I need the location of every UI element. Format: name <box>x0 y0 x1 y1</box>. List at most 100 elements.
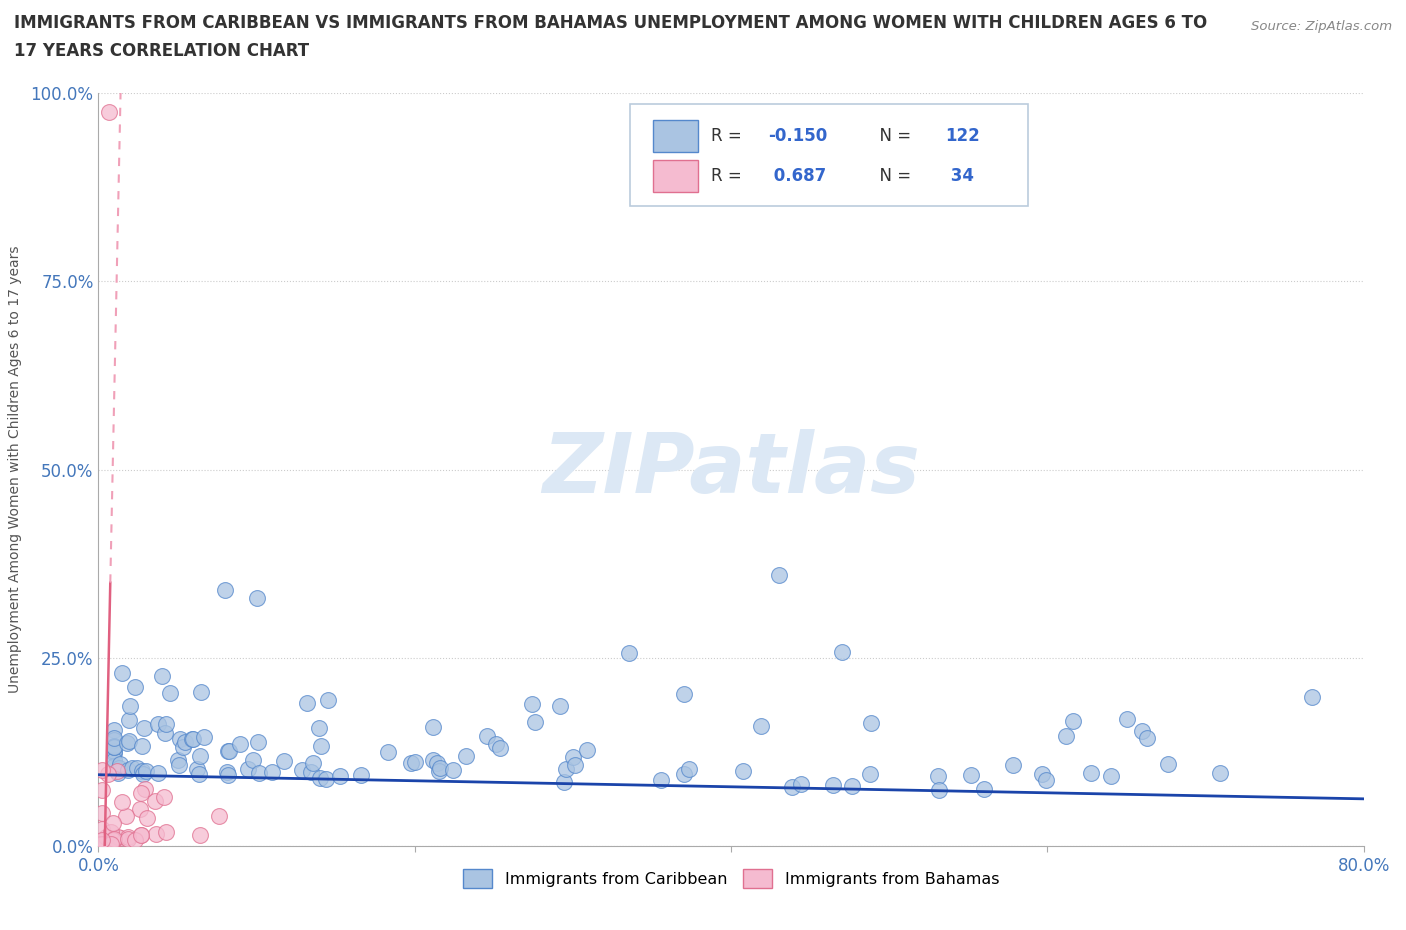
Point <box>399 756 422 771</box>
Point <box>672 766 695 781</box>
Point <box>121 761 143 776</box>
Point <box>329 768 352 783</box>
Point <box>101 832 124 847</box>
Point <box>1209 765 1232 780</box>
Point <box>208 808 231 823</box>
Point <box>103 740 125 755</box>
Point <box>107 765 129 780</box>
Point <box>422 752 444 767</box>
Point <box>485 737 508 751</box>
Point <box>927 769 949 784</box>
Point <box>831 644 853 659</box>
Point <box>103 832 125 847</box>
Point <box>860 715 883 730</box>
Point <box>117 832 139 847</box>
Text: N =: N = <box>869 127 917 145</box>
Point <box>218 743 240 758</box>
Point <box>1035 772 1057 787</box>
Text: 34: 34 <box>945 166 974 185</box>
FancyBboxPatch shape <box>652 121 699 153</box>
Point <box>228 737 250 751</box>
Point <box>188 828 211 843</box>
Point <box>301 756 323 771</box>
Point <box>103 759 125 774</box>
Point <box>135 764 157 778</box>
Point <box>127 760 149 775</box>
Point <box>422 719 444 734</box>
Point <box>169 732 191 747</box>
Point <box>167 757 190 772</box>
Point <box>188 766 211 781</box>
Point <box>96 830 118 845</box>
Point <box>103 732 125 747</box>
Point <box>105 764 128 778</box>
Text: Source: ZipAtlas.com: Source: ZipAtlas.com <box>1251 20 1392 33</box>
Point <box>1054 729 1077 744</box>
Point <box>456 749 478 764</box>
Point <box>678 762 700 777</box>
Point <box>108 830 131 845</box>
Point <box>134 782 156 797</box>
Point <box>186 762 208 777</box>
Point <box>617 645 640 660</box>
Point <box>350 767 373 782</box>
Point <box>427 764 450 778</box>
Point <box>928 782 950 797</box>
Text: N =: N = <box>869 166 917 185</box>
Text: R =: R = <box>711 127 747 145</box>
Point <box>426 755 449 770</box>
Point <box>129 802 152 817</box>
Point <box>124 832 146 847</box>
Point <box>548 698 571 713</box>
Point <box>132 767 155 782</box>
Point <box>238 762 260 777</box>
Point <box>131 827 153 842</box>
Point <box>960 767 983 782</box>
Point <box>103 746 125 761</box>
Point <box>134 721 156 736</box>
Point <box>117 736 139 751</box>
Point <box>103 752 125 767</box>
Point <box>650 773 672 788</box>
Point <box>159 685 181 700</box>
Point <box>1116 711 1139 726</box>
Point <box>131 785 153 800</box>
Point <box>858 766 880 781</box>
Point <box>136 810 159 825</box>
Point <box>108 761 131 776</box>
Point <box>768 567 790 582</box>
Point <box>150 669 173 684</box>
Point <box>308 720 330 735</box>
Y-axis label: Unemployment Among Women with Children Ages 6 to 17 years: Unemployment Among Women with Children A… <box>8 246 22 694</box>
Point <box>790 777 813 791</box>
Point <box>155 717 177 732</box>
Point <box>111 666 134 681</box>
Point <box>297 696 319 711</box>
Point <box>90 837 112 852</box>
Point <box>821 777 844 792</box>
Point <box>131 764 153 778</box>
Point <box>247 765 270 780</box>
Point <box>115 808 138 823</box>
Point <box>193 729 215 744</box>
Point <box>107 830 129 844</box>
Point <box>143 793 166 808</box>
Point <box>155 825 177 840</box>
Point <box>318 692 340 707</box>
Point <box>98 104 121 119</box>
Point <box>117 830 139 844</box>
Point <box>117 762 139 777</box>
Point <box>173 734 195 749</box>
Legend: Immigrants from Caribbean, Immigrants from Bahamas: Immigrants from Caribbean, Immigrants fr… <box>457 862 1005 895</box>
Point <box>564 758 586 773</box>
Point <box>148 717 170 732</box>
Point <box>117 712 139 727</box>
FancyBboxPatch shape <box>630 104 1028 206</box>
Point <box>404 754 426 769</box>
Point <box>214 583 236 598</box>
Point <box>576 742 599 757</box>
Point <box>120 698 142 713</box>
Point <box>101 816 124 830</box>
Text: 122: 122 <box>945 127 980 145</box>
Point <box>553 775 575 790</box>
